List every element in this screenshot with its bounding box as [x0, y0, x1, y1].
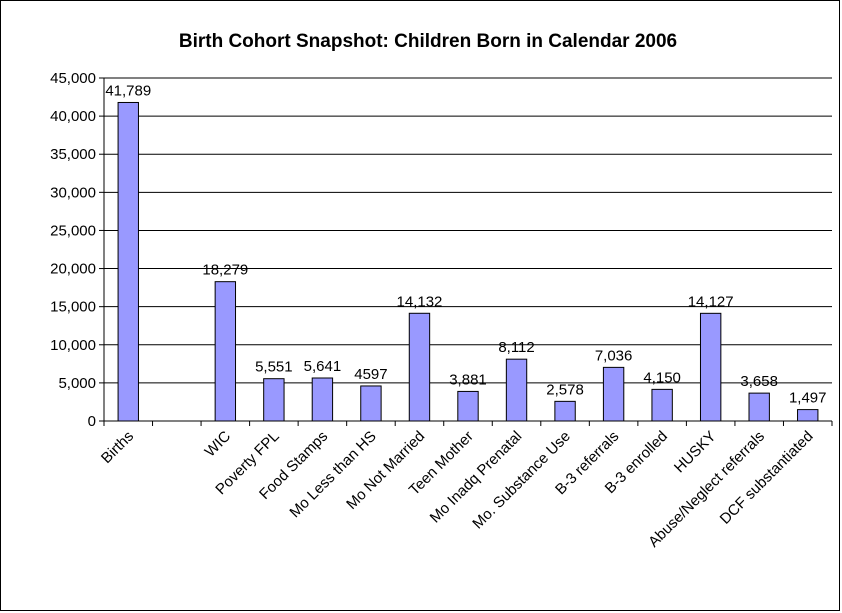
y-tick-labels: 0 5,000 10,000 15,000 20,000 25,000 30,000 35,0…: [50, 70, 96, 430]
y-tick-label: 25,000: [50, 222, 96, 239]
y-tick-label: 0: [88, 413, 96, 430]
y-tick-label: 30,000: [50, 184, 96, 201]
bar: [408, 312, 431, 422]
bar: [602, 366, 625, 422]
category-label: DCF substantiated: [717, 428, 817, 528]
bar: [214, 281, 237, 422]
gridlines: [104, 77, 832, 384]
bar: [699, 312, 722, 422]
bar: [651, 388, 673, 422]
y-tick-label: 15,000: [50, 299, 96, 316]
bar: [554, 400, 576, 422]
category-label: WIC: [202, 428, 235, 461]
y-tick-label: 35,000: [50, 146, 96, 163]
data-label: 2,578: [546, 381, 584, 398]
data-label: 4597: [354, 366, 387, 383]
data-label: 5,551: [255, 359, 293, 376]
bar: [797, 409, 819, 422]
category-label: Births: [98, 428, 137, 467]
category-label: Mo Less than HS: [286, 428, 379, 521]
data-labels: 41,789 18,279 5,551 5,641 4597 14,132 3,881 8,1…: [105, 82, 826, 406]
data-label: 18,279: [202, 262, 248, 279]
data-label: 4,150: [643, 369, 681, 386]
y-tick-label: 20,000: [50, 261, 96, 278]
data-label: 8,112: [498, 339, 534, 356]
data-label: 14,127: [688, 293, 734, 310]
y-tick-label: 10,000: [50, 337, 96, 354]
category-label: HUSKY: [671, 428, 720, 477]
bar: [505, 358, 528, 422]
axes: [99, 77, 833, 426]
y-tick-label: 5,000: [58, 375, 96, 392]
data-label: 7,036: [595, 347, 633, 364]
data-label: 5,641: [304, 358, 342, 375]
bar: [117, 101, 139, 422]
data-label: 14,132: [397, 293, 443, 310]
bar: [311, 377, 334, 422]
bars: [117, 101, 819, 422]
data-label: 3,658: [740, 373, 778, 390]
category-label: Mo Inadq Prenatal: [427, 428, 526, 527]
chart-title: Birth Cohort Snapshot: Children Born in …: [179, 31, 677, 52]
bar: [457, 390, 479, 422]
data-label: 3,881: [449, 371, 487, 388]
data-label: 1,497: [789, 390, 827, 407]
y-tick-label: 40,000: [50, 108, 96, 125]
bar: [263, 378, 285, 422]
bar: [360, 385, 382, 422]
data-label: 41,789: [105, 82, 151, 99]
bar: [748, 392, 770, 422]
y-tick-label: 45,000: [50, 70, 96, 87]
